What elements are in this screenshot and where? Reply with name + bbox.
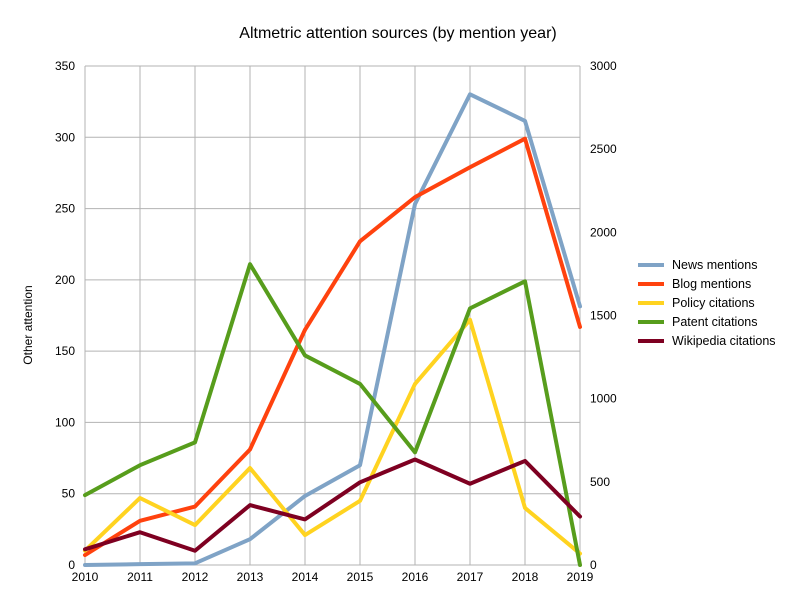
y2-tick-label: 3000: [590, 59, 617, 73]
legend-swatch: [638, 319, 664, 324]
legend-swatch: [638, 262, 664, 267]
y-tick-label: 50: [62, 487, 76, 501]
x-tick-label: 2013: [237, 570, 264, 584]
x-tick-label: 2017: [457, 570, 484, 584]
y-tick-label: 350: [55, 59, 75, 73]
x-tick-label: 2018: [512, 570, 539, 584]
legend-swatch: [638, 281, 664, 286]
y2-tick-label: 1000: [590, 392, 617, 406]
legend-item: News mentions: [638, 255, 776, 274]
x-tick-label: 2015: [347, 570, 374, 584]
legend-swatch: [638, 338, 664, 343]
y-axis-label: Other attention: [21, 285, 35, 364]
y2-tick-label: 1500: [590, 309, 617, 323]
legend-label: Patent citations: [672, 314, 758, 329]
y2-tick-label: 2000: [590, 225, 617, 239]
chart-title: Altmetric attention sources (by mention …: [239, 25, 556, 42]
legend-item: Wikipedia citations: [638, 331, 776, 350]
x-tick-label: 2011: [127, 570, 153, 584]
legend-label: News mentions: [672, 257, 758, 272]
series-lines: [83, 92, 582, 567]
legend-swatch: [638, 300, 664, 305]
y2-tick-label: 2500: [590, 142, 617, 156]
y-tick-label: 150: [55, 344, 75, 358]
legend-label: Policy citations: [672, 295, 755, 310]
y-tick-label: 300: [55, 130, 75, 144]
x-tick-label: 2019: [567, 570, 594, 584]
legend-label: Wikipedia citations: [672, 333, 776, 348]
y-tick-label: 0: [68, 558, 75, 572]
legend-label: Blog mentions: [672, 276, 752, 291]
legend-item: Blog mentions: [638, 274, 776, 293]
legend-item: Patent citations: [638, 312, 776, 331]
y2-tick-label: 0: [590, 558, 597, 572]
x-tick-label: 2014: [292, 570, 319, 584]
x-tick-label: 2012: [182, 570, 209, 584]
legend: News mentions Blog mentions Policy citatio…: [638, 255, 776, 350]
series-line: [83, 92, 582, 567]
y-tick-label: 100: [55, 415, 75, 429]
x-tick-label: 2010: [72, 570, 99, 584]
y-tick-label: 200: [55, 273, 75, 287]
series-line: [83, 457, 582, 553]
gridlines: [84, 65, 581, 566]
y-tick-label: 250: [55, 202, 75, 216]
tick-labels: 0 50 100 150 200 250 300 350 0 500 1000 1500 2000 250…: [55, 59, 617, 584]
series-line: [83, 262, 582, 567]
x-tick-label: 2016: [402, 570, 429, 584]
series-line: [83, 317, 582, 556]
legend-item: Policy citations: [638, 293, 776, 312]
series-line: [83, 136, 582, 558]
y2-tick-label: 500: [590, 475, 610, 489]
